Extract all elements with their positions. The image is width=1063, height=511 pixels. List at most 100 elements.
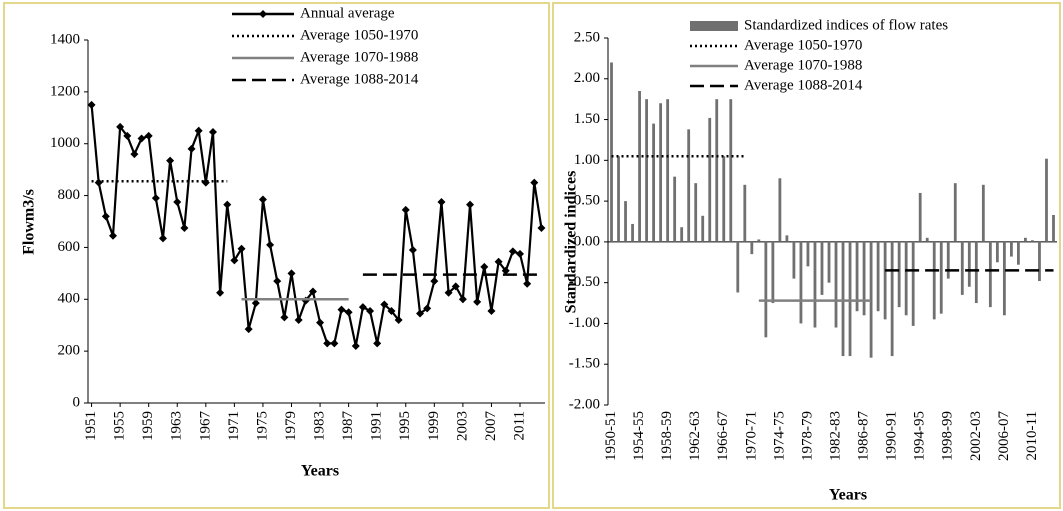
bar xyxy=(876,241,880,312)
point xyxy=(501,266,510,275)
point xyxy=(373,339,382,348)
bar xyxy=(680,227,684,242)
y-tick-label: 0.50 xyxy=(574,193,600,209)
y-tick-label: 600 xyxy=(58,239,81,255)
x-tick-label: 1986-87 xyxy=(856,411,872,461)
y-tick-label: 1200 xyxy=(50,83,80,99)
legend-marker xyxy=(259,10,267,18)
point xyxy=(216,288,225,297)
point xyxy=(230,256,239,265)
y-tick-label: -1.50 xyxy=(569,356,600,372)
y-tick-label: 2.50 xyxy=(574,29,600,45)
point xyxy=(451,282,460,291)
y-tick-label: 2.00 xyxy=(574,70,600,86)
bar xyxy=(659,103,663,242)
x-tick-label: 2010-11 xyxy=(1024,411,1040,460)
bar xyxy=(862,241,866,316)
x-tick-label: 1974-75 xyxy=(771,411,787,461)
bar xyxy=(792,241,796,279)
point xyxy=(458,295,467,304)
bar xyxy=(890,241,894,357)
legend-label: Average 1070-1988 xyxy=(300,49,418,65)
bar xyxy=(953,183,957,242)
point xyxy=(430,277,439,286)
bar xyxy=(827,241,831,283)
x-tick-label: 1966-67 xyxy=(715,411,731,461)
x-tick-label: 1954-55 xyxy=(631,411,647,461)
legend-label: Average 1088-2014 xyxy=(300,71,419,87)
point xyxy=(116,122,125,131)
point xyxy=(494,257,503,266)
bar xyxy=(666,99,670,242)
bar xyxy=(673,176,677,242)
legend-swatch xyxy=(690,21,738,31)
bar xyxy=(1031,240,1034,242)
bar xyxy=(932,241,936,320)
bar xyxy=(988,241,992,308)
legend-label: Average 1050-1970 xyxy=(744,37,862,53)
point xyxy=(344,308,353,317)
bar xyxy=(736,241,740,293)
right-panel-border xyxy=(552,2,1061,509)
bar xyxy=(848,241,852,357)
bar xyxy=(645,99,648,242)
x-axis-title: Years xyxy=(829,487,867,504)
bar xyxy=(687,129,691,242)
y-tick-label: 1.50 xyxy=(574,111,600,127)
bar xyxy=(1052,214,1055,242)
bar xyxy=(722,156,726,242)
bar xyxy=(652,123,656,242)
point xyxy=(337,305,346,314)
point xyxy=(273,277,282,286)
point xyxy=(108,231,117,240)
y-tick-label: 0.00 xyxy=(574,233,600,249)
point xyxy=(530,178,539,187)
point xyxy=(158,234,167,243)
x-tick-label: 1983 xyxy=(312,411,328,441)
point xyxy=(366,306,375,315)
point xyxy=(523,279,532,288)
point xyxy=(444,288,453,297)
y-tick-label: 1000 xyxy=(50,135,80,151)
bar xyxy=(820,241,824,295)
bar xyxy=(911,241,915,326)
bar xyxy=(946,241,950,279)
point xyxy=(151,194,160,203)
point xyxy=(487,306,496,315)
point xyxy=(508,247,517,256)
bar xyxy=(715,99,719,242)
bar xyxy=(904,241,908,316)
y-tick-label: -2.00 xyxy=(569,396,600,412)
left-panel-border xyxy=(3,2,550,509)
x-tick-label: 1999 xyxy=(426,411,442,441)
x-tick-label: 1991 xyxy=(369,411,385,441)
point xyxy=(437,198,446,207)
bar xyxy=(813,241,817,328)
x-tick-label: 1963 xyxy=(169,411,185,441)
legend-label: Average 1070-1988 xyxy=(744,57,862,73)
x-tick-label: 2007 xyxy=(483,411,499,442)
bar xyxy=(750,241,754,255)
point xyxy=(173,198,182,207)
point xyxy=(358,303,367,312)
x-tick-label: 2002-03 xyxy=(968,411,984,461)
bar xyxy=(701,215,705,242)
point xyxy=(244,325,253,334)
legend-label: Average 1088-2014 xyxy=(744,77,863,93)
y-tick-label: -0.50 xyxy=(569,274,600,290)
bar xyxy=(981,184,985,242)
point xyxy=(408,246,417,255)
bar xyxy=(974,241,978,304)
y-tick-label: -1.00 xyxy=(569,315,600,331)
point xyxy=(316,318,325,327)
bar xyxy=(883,241,887,320)
point xyxy=(387,306,396,315)
x-tick-label: 1951 xyxy=(83,411,99,441)
point xyxy=(416,309,425,318)
x-tick-label: 1970-71 xyxy=(743,411,759,461)
point xyxy=(137,134,146,143)
y-tick-label: 1400 xyxy=(50,31,80,47)
x-axis-title: Years xyxy=(301,463,339,480)
bar xyxy=(1024,237,1027,242)
